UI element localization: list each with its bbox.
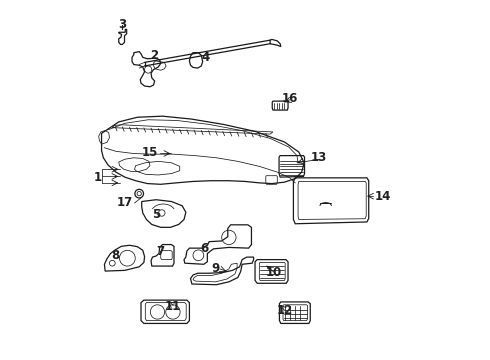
Text: 1: 1 xyxy=(94,171,101,184)
Text: 2: 2 xyxy=(150,49,159,62)
Text: 9: 9 xyxy=(211,262,219,275)
Text: 3: 3 xyxy=(118,18,126,31)
Text: 11: 11 xyxy=(165,300,181,313)
Text: 12: 12 xyxy=(276,304,293,317)
Text: 13: 13 xyxy=(311,151,327,164)
Text: 5: 5 xyxy=(152,208,160,221)
Text: 17: 17 xyxy=(117,197,133,210)
Text: 16: 16 xyxy=(281,92,297,105)
Text: 4: 4 xyxy=(201,51,210,64)
Text: 8: 8 xyxy=(111,249,119,262)
Text: 10: 10 xyxy=(266,266,282,279)
Text: 6: 6 xyxy=(201,242,209,255)
Text: 14: 14 xyxy=(375,190,391,203)
Text: 7: 7 xyxy=(156,244,165,257)
Text: 15: 15 xyxy=(142,145,158,158)
